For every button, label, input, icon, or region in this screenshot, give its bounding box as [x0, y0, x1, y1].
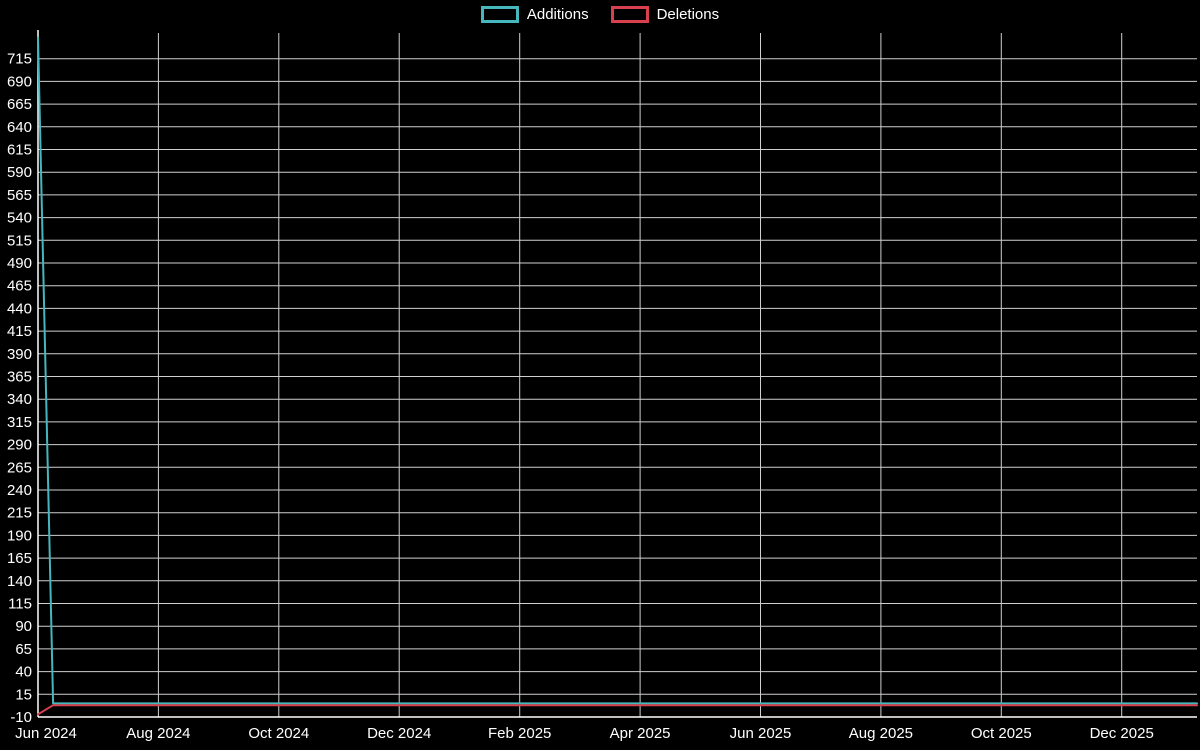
svg-text:290: 290 [7, 437, 32, 454]
svg-text:615: 615 [7, 142, 32, 159]
svg-text:115: 115 [8, 596, 32, 613]
svg-text:Oct 2024: Oct 2024 [248, 725, 309, 742]
svg-text:465: 465 [7, 278, 32, 295]
svg-text:490: 490 [7, 255, 32, 272]
svg-text:665: 665 [7, 96, 32, 113]
svg-text:440: 440 [7, 300, 32, 317]
svg-text:690: 690 [7, 73, 32, 90]
svg-text:640: 640 [7, 119, 32, 136]
svg-text:415: 415 [7, 323, 32, 340]
svg-text:Feb 2025: Feb 2025 [488, 725, 551, 742]
svg-text:240: 240 [7, 482, 32, 499]
legend-label-deletions: Deletions [656, 6, 720, 23]
legend-item-deletions[interactable]: Deletions [610, 6, 720, 23]
svg-text:Dec 2024: Dec 2024 [367, 725, 431, 742]
svg-text:90: 90 [15, 618, 32, 635]
svg-text:590: 590 [7, 164, 32, 181]
svg-text:Aug 2024: Aug 2024 [126, 725, 190, 742]
svg-text:40: 40 [15, 664, 32, 681]
additions-swatch-icon [480, 6, 519, 23]
svg-text:Jun 2024: Jun 2024 [15, 725, 77, 742]
svg-text:Jun 2025: Jun 2025 [730, 725, 792, 742]
svg-text:Aug 2025: Aug 2025 [849, 725, 913, 742]
svg-text:15: 15 [15, 686, 32, 703]
svg-text:565: 565 [7, 187, 32, 204]
svg-text:-10: -10 [10, 709, 32, 726]
svg-text:Apr 2025: Apr 2025 [610, 725, 671, 742]
svg-text:Oct 2025: Oct 2025 [971, 725, 1032, 742]
svg-text:515: 515 [7, 232, 32, 249]
chart-legend: Additions Deletions [0, 6, 1200, 23]
svg-text:Dec 2025: Dec 2025 [1090, 725, 1154, 742]
deletions-swatch-icon [610, 6, 649, 23]
svg-text:390: 390 [7, 346, 32, 363]
svg-text:715: 715 [7, 51, 32, 68]
svg-text:340: 340 [7, 391, 32, 408]
svg-text:315: 315 [7, 414, 32, 431]
legend-label-additions: Additions [526, 6, 589, 23]
svg-text:540: 540 [7, 210, 32, 227]
svg-text:215: 215 [7, 505, 32, 522]
svg-text:265: 265 [7, 459, 32, 476]
svg-text:190: 190 [7, 527, 32, 544]
legend-item-additions[interactable]: Additions [480, 6, 589, 23]
svg-text:365: 365 [7, 369, 32, 386]
svg-text:65: 65 [15, 641, 32, 658]
svg-text:140: 140 [7, 573, 32, 590]
svg-text:165: 165 [7, 550, 32, 567]
